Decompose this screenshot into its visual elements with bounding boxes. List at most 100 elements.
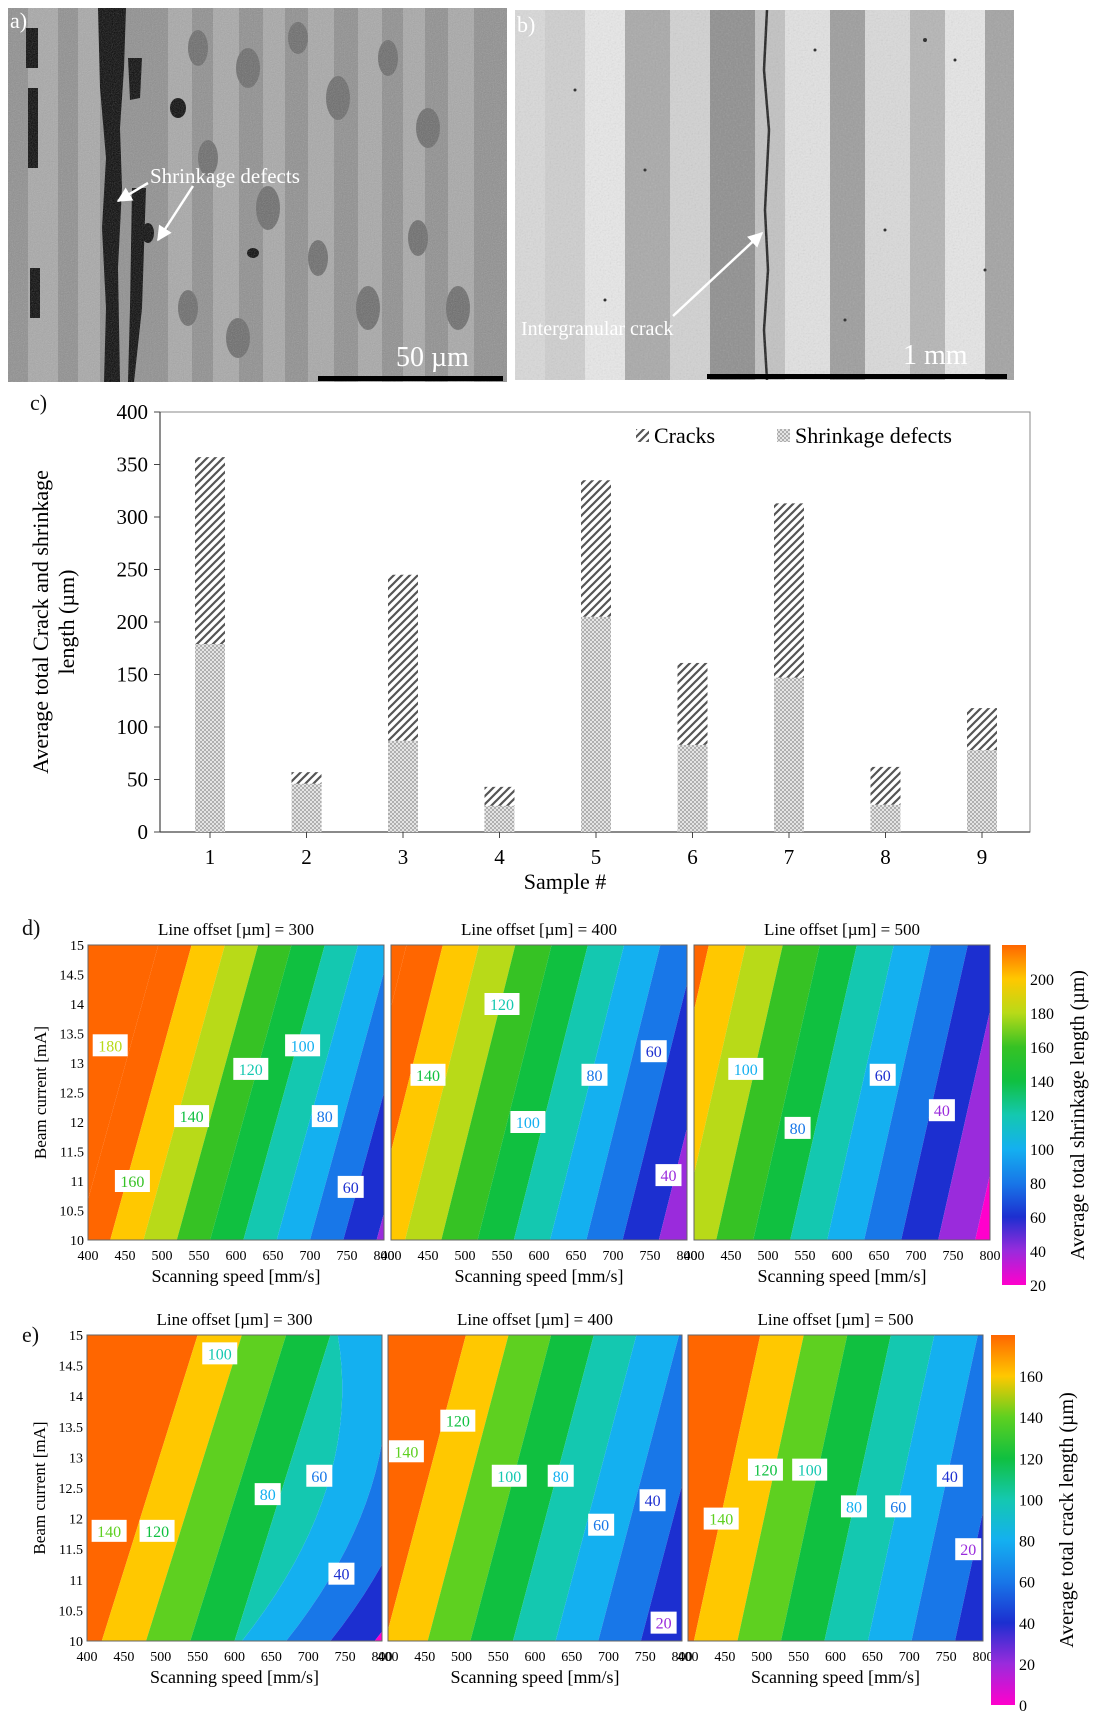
colorbar-label: Average total crack length (µm) xyxy=(1056,1392,1078,1647)
x-tick-label: 600 xyxy=(832,1249,853,1264)
bar-cracks xyxy=(388,574,418,741)
contour-label-box xyxy=(114,1170,150,1192)
contour-label: 20 xyxy=(960,1542,976,1559)
contour-field xyxy=(87,1335,382,1641)
contour-label-box xyxy=(337,1175,364,1198)
x-tick-label: 750 xyxy=(635,1650,656,1665)
bar-cracks xyxy=(870,766,901,805)
x-tick-label: 550 xyxy=(492,1249,513,1264)
contour-label: 100 xyxy=(734,1062,758,1079)
subplot-title: Line offset [µm] = 300 xyxy=(157,1310,313,1329)
contour-band xyxy=(911,1335,983,1641)
contour-field xyxy=(688,1335,983,1641)
bar-shrinkage xyxy=(388,740,418,832)
contour-label-box xyxy=(388,1440,424,1463)
legend-label-shrinkage: Shrinkage defects xyxy=(795,423,952,448)
micrograph-a-image xyxy=(8,8,507,382)
contour-label-box xyxy=(784,1116,811,1139)
x-tick-label: 650 xyxy=(566,1249,587,1264)
contour-label-box xyxy=(869,1063,896,1086)
contour-label: 80 xyxy=(846,1499,862,1516)
x-axis-label: Scanning speed [mm/s] xyxy=(751,1667,920,1687)
panel-label-d: d) xyxy=(22,915,41,940)
x-tick-label: 650 xyxy=(261,1650,282,1665)
x-tick-label: 400 xyxy=(378,1650,399,1665)
contour-band xyxy=(550,945,661,1240)
x-tick-label: 500 xyxy=(451,1650,472,1665)
contour-band xyxy=(688,1335,761,1641)
bar-shrinkage xyxy=(967,750,997,832)
contour-band xyxy=(427,1335,552,1641)
colorbar-tick-label: 20 xyxy=(1030,1278,1046,1295)
x-tick-label: 700 xyxy=(906,1249,927,1264)
y-tick-label: 100 xyxy=(117,715,149,739)
y-tick-label: 12 xyxy=(69,1513,83,1528)
legend-swatch-shrinkage xyxy=(777,429,790,442)
x-tick-label: 700 xyxy=(603,1249,624,1264)
y-tick-label: 10 xyxy=(70,1234,84,1249)
y-tick-label: 250 xyxy=(117,558,149,582)
contour-band xyxy=(694,945,783,1240)
contour-band xyxy=(146,1335,287,1641)
panel-label-a: a) xyxy=(10,8,28,33)
contour-label: 140 xyxy=(180,1109,204,1126)
contour-label: 120 xyxy=(239,1062,263,1079)
contour-label: 80 xyxy=(317,1109,333,1126)
x-tick-label: 600 xyxy=(529,1249,550,1264)
contour-label-box xyxy=(588,1513,615,1536)
contour-band xyxy=(388,1335,466,1630)
contour-band xyxy=(330,1564,382,1641)
contour-label: 40 xyxy=(333,1567,349,1584)
x-tick-label: 800 xyxy=(672,1650,693,1665)
contour-field xyxy=(88,945,384,1240)
x-tick-label: 550 xyxy=(488,1650,509,1665)
y-axis-label: Beam current [mA] xyxy=(30,1421,49,1554)
contour-label: 100 xyxy=(291,1038,315,1055)
x-tick-label: 600 xyxy=(525,1650,546,1665)
contour-field xyxy=(388,1335,682,1641)
x-tick-label: 450 xyxy=(418,1249,439,1264)
colorbar-tick-label: 100 xyxy=(1019,1492,1043,1509)
x-tick-label: 550 xyxy=(187,1650,208,1665)
panel-label-e: e) xyxy=(22,1322,40,1347)
contour-band xyxy=(824,1335,935,1641)
bar-shrinkage xyxy=(484,805,515,832)
bar-cracks xyxy=(581,480,611,617)
x-tick-label: 450 xyxy=(115,1249,136,1264)
contour-label-box xyxy=(639,1489,666,1512)
y-axis-label-line: Average total Crack and shrinkage xyxy=(28,470,53,774)
colorbar-tick-label: 20 xyxy=(1019,1657,1035,1674)
contour-label-box xyxy=(547,1464,574,1487)
bar-shrinkage xyxy=(870,804,901,832)
y-tick-label: 400 xyxy=(117,400,149,424)
contour-frame xyxy=(693,944,991,1241)
contour-label-box xyxy=(311,1105,338,1128)
colorbar-tick-label: 120 xyxy=(1030,1108,1054,1125)
colorbar-tick-label: 60 xyxy=(1019,1575,1035,1592)
contour-band xyxy=(241,1335,382,1641)
y-tick-label: 15 xyxy=(69,1329,83,1344)
contour-label: 140 xyxy=(416,1068,440,1085)
x-tick-label: 700 xyxy=(899,1650,920,1665)
x-tick-label: 450 xyxy=(414,1650,435,1665)
contour-band xyxy=(640,1485,682,1641)
x-tick-label: 750 xyxy=(943,1249,964,1264)
contour-frame xyxy=(390,944,688,1241)
contour-frame xyxy=(87,944,385,1241)
x-tick-label: 750 xyxy=(640,1249,661,1264)
scale-bar-label-a: 50 µm xyxy=(396,342,469,373)
contour-band xyxy=(210,945,325,1240)
x-tick-label: 400 xyxy=(381,1249,402,1264)
y-tick-label: 13 xyxy=(70,1057,84,1072)
y-tick-label: 11 xyxy=(71,1175,84,1190)
x-tick-label: 750 xyxy=(335,1650,356,1665)
scale-bar-a xyxy=(318,376,503,381)
contour-label: 100 xyxy=(208,1346,232,1363)
contour-label: 120 xyxy=(145,1524,169,1541)
x-tick-label: 600 xyxy=(224,1650,245,1665)
y-tick-label: 13 xyxy=(69,1451,83,1466)
contour-band xyxy=(512,1335,637,1641)
colorbar-tick-label: 0 xyxy=(1019,1698,1027,1715)
x-tick-label: 500 xyxy=(455,1249,476,1264)
x-tick-label: 700 xyxy=(300,1249,321,1264)
